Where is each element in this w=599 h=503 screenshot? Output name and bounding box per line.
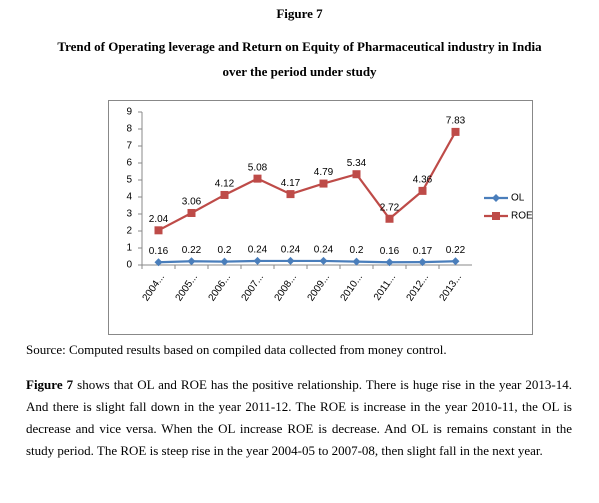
figure-label: Figure 7	[276, 6, 323, 21]
point-marker	[451, 127, 460, 136]
point-marker	[220, 190, 229, 199]
source-note: Source: Computed results based on compil…	[26, 342, 447, 357]
point-marker	[352, 170, 361, 179]
point-marker	[220, 257, 229, 266]
point-marker	[385, 258, 394, 267]
chart-frame	[108, 100, 533, 335]
y-tick-label: 8	[126, 124, 132, 135]
point-marker	[492, 212, 500, 220]
y-tick-label: 6	[126, 158, 132, 169]
point-marker	[154, 258, 163, 267]
point-marker	[418, 186, 427, 195]
y-tick-label: 1	[126, 243, 132, 254]
data-label: 4.17	[281, 178, 301, 189]
legend-label: ROE	[511, 211, 533, 222]
point-marker	[319, 179, 328, 188]
point-marker	[187, 208, 196, 217]
point-marker	[253, 174, 262, 183]
point-marker	[385, 214, 394, 223]
data-label: 0.22	[446, 245, 466, 256]
point-marker	[418, 258, 427, 267]
point-marker	[319, 256, 328, 265]
data-label: 5.08	[248, 162, 268, 173]
data-label: 4.36	[413, 175, 433, 186]
point-marker	[352, 257, 361, 266]
data-label: 0.16	[149, 246, 169, 257]
point-marker	[154, 226, 163, 235]
data-label: 0.24	[281, 245, 301, 256]
point-marker	[286, 256, 295, 265]
data-label: 4.12	[215, 179, 235, 190]
data-label: 2.04	[149, 214, 169, 225]
data-label: 0.16	[380, 246, 400, 257]
figure-title: over the period under study	[222, 64, 377, 79]
data-label: 0.24	[248, 245, 268, 256]
point-marker	[286, 190, 295, 199]
body-paragraph: Figure 7 shows that OL and ROE has the p…	[26, 374, 572, 462]
data-label: 7.83	[446, 116, 466, 127]
point-marker	[492, 194, 500, 202]
data-label: 5.34	[347, 158, 367, 169]
legend-label: OL	[511, 193, 525, 204]
series-line	[158, 259, 456, 264]
y-tick-label: 2	[126, 226, 132, 237]
data-label: 3.06	[182, 197, 202, 208]
point-marker	[187, 257, 196, 266]
y-tick-label: 5	[126, 175, 132, 186]
data-label: 2.72	[380, 202, 400, 213]
series-line	[157, 131, 457, 232]
point-marker	[253, 256, 262, 265]
data-label: 4.79	[314, 167, 334, 178]
paragraph-text: shows that OL and ROE has the positive r…	[26, 377, 572, 458]
y-tick-label: 4	[126, 192, 132, 203]
data-label: 0.2	[350, 245, 364, 256]
figure-title: Trend of Operating leverage and Return o…	[57, 39, 542, 54]
y-tick-label: 7	[126, 141, 132, 152]
y-tick-label: 0	[126, 260, 132, 271]
point-marker	[451, 257, 460, 266]
data-label: 0.22	[182, 245, 202, 256]
y-tick-label: 9	[126, 107, 132, 118]
data-label: 0.17	[413, 246, 433, 257]
paragraph-lead: Figure 7	[26, 377, 74, 392]
data-label: 0.2	[218, 245, 232, 256]
data-label: 0.24	[314, 245, 334, 256]
y-tick-label: 3	[126, 209, 132, 220]
